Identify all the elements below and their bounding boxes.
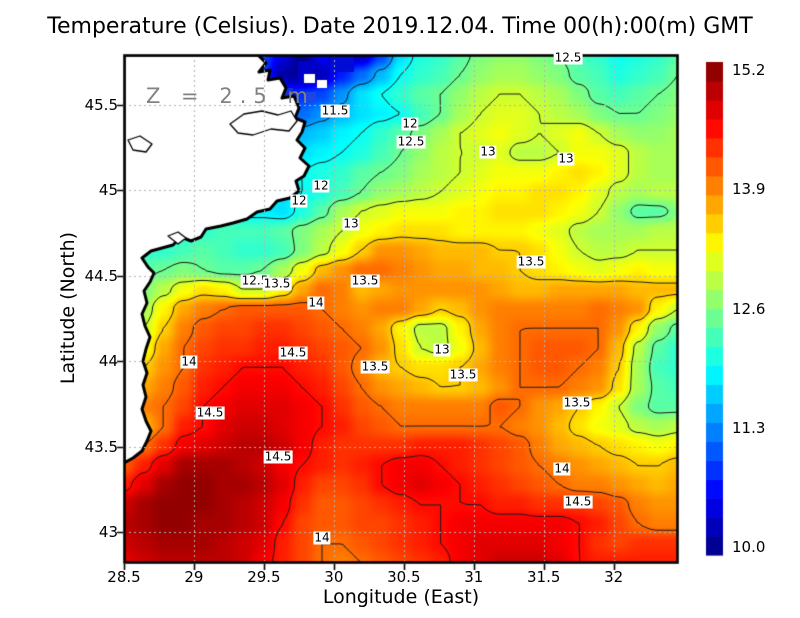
x-tick-label: 29 (184, 568, 204, 586)
figure-title: Temperature (Celsius). Date 2019.12.04. … (47, 14, 753, 39)
contour-label: 12.5 (396, 134, 426, 149)
contour-label: 13 (433, 342, 451, 357)
contour-label: 12 (312, 178, 330, 193)
x-tick-label: 28.5 (107, 568, 141, 586)
x-tick-label: 30.5 (387, 568, 421, 586)
colorbar-tick-label: 11.3 (732, 418, 766, 437)
contour-label: 12 (290, 193, 308, 208)
contour-label: 14.5 (278, 345, 308, 360)
contour-label: 13.5 (350, 273, 380, 288)
colorbar-tick-label: 10.0 (732, 538, 766, 556)
contour-label: 13.5 (360, 359, 390, 374)
contour-label: 14 (307, 295, 325, 310)
y-tick-label: 44.5 (84, 266, 118, 285)
contour-label: 13 (342, 216, 360, 231)
contour-label: 12 (401, 116, 419, 131)
colorbar-tick-label: 15.2 (732, 61, 766, 79)
contour-label: 12.5 (553, 50, 583, 65)
x-tick-label: 29.5 (247, 568, 281, 586)
contour-label: 14.5 (563, 494, 593, 509)
y-tick-label: 44 (98, 352, 118, 371)
depth-annotation: Z = 2.5 m (146, 84, 315, 108)
y-tick-label: 45.5 (84, 95, 118, 114)
contour-label: 14 (553, 461, 571, 476)
contour-label: 13.5 (562, 395, 592, 410)
x-tick-label: 32 (604, 568, 624, 586)
contour-label: 13.5 (448, 367, 478, 382)
contour-label: 13 (479, 144, 497, 159)
contour-label: 14.5 (263, 449, 293, 464)
contour-label: 14.5 (195, 405, 225, 420)
x-tick-label: 30 (324, 568, 344, 586)
contour-label: 14 (313, 530, 331, 545)
colorbar-tick-label: 13.9 (732, 180, 766, 199)
y-tick-label: 45 (98, 181, 118, 200)
contour-label: 13 (557, 151, 575, 166)
x-tick-label: 31.5 (526, 568, 561, 586)
contour-label: 11.5 (320, 103, 350, 118)
contour-label: 13.5 (262, 276, 292, 291)
contour-label: 13.5 (516, 254, 546, 269)
colorbar-tick-label: 12.6 (732, 299, 766, 318)
x-axis-label: Longitude (East) (322, 586, 480, 608)
y-tick-label: 43.5 (84, 437, 118, 456)
contour-label: 12.5 (240, 273, 270, 288)
y-tick-label: 43 (98, 523, 118, 542)
x-tick-label: 31 (464, 568, 484, 586)
contour-label: 14 (180, 354, 198, 369)
